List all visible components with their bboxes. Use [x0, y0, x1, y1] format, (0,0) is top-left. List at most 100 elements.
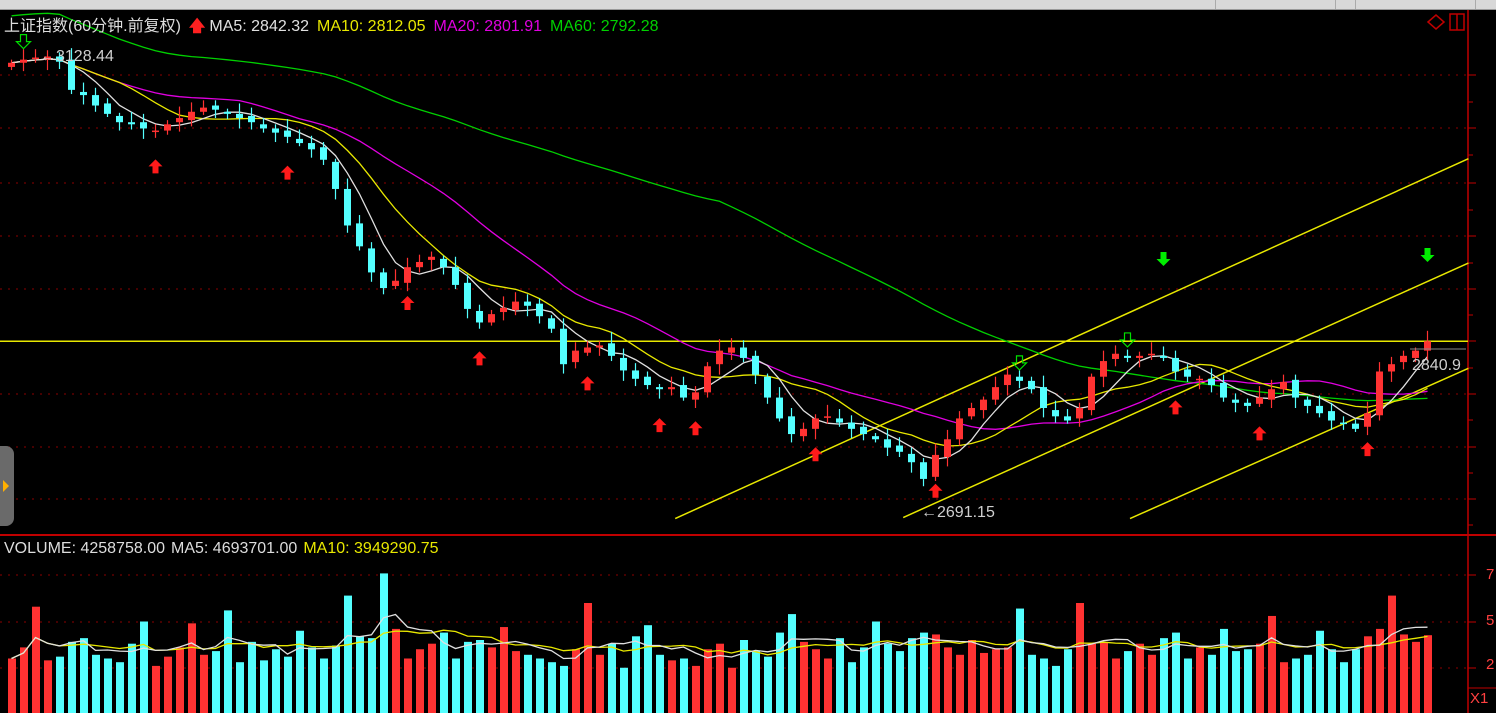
candle-body	[320, 147, 327, 160]
candle-body	[1232, 399, 1239, 403]
candle-body	[1172, 357, 1179, 372]
toolbar-segment	[1215, 0, 1216, 9]
candle-body	[1400, 355, 1407, 363]
volume-bar	[152, 665, 160, 713]
volume-bar	[656, 654, 664, 713]
volume-bar	[1340, 662, 1348, 713]
last-price-label: 2840.9	[1412, 357, 1461, 374]
buy-signal-arrow-icon	[928, 483, 943, 498]
volume-bar	[968, 640, 976, 713]
volume-bar	[932, 634, 940, 713]
volume-bar	[1424, 635, 1432, 713]
volume-bar	[1412, 641, 1420, 713]
candle-body	[200, 107, 207, 112]
expand-panel-tab[interactable]	[0, 446, 14, 526]
candle-body	[764, 376, 771, 398]
candle-body	[308, 143, 315, 150]
volume-bar	[764, 656, 772, 713]
candle-body	[392, 280, 399, 286]
hollow-signal-arrow-icon	[15, 34, 32, 50]
toolbar-segment	[1355, 0, 1356, 9]
candle-body	[356, 223, 363, 247]
volume-ma10-value: MA10: 3949290.75	[303, 540, 439, 557]
candle-body	[1424, 341, 1431, 351]
candle-body	[1328, 411, 1335, 421]
candle-body	[1220, 382, 1227, 398]
volume-bar	[284, 656, 292, 713]
volume-bar	[188, 623, 196, 713]
volume-bar	[488, 647, 496, 713]
volume-bar	[1364, 636, 1372, 713]
candle-body	[800, 428, 807, 437]
volume-bar	[536, 658, 544, 713]
volume-bar	[1076, 603, 1084, 713]
candle-body	[1112, 353, 1119, 359]
candle-body	[1244, 402, 1251, 406]
candle-body	[872, 436, 879, 440]
volume-bar	[1208, 654, 1216, 713]
trendline	[674, 158, 1469, 520]
candle-body	[116, 115, 123, 123]
candle-body	[680, 385, 687, 398]
hollow-signal-arrow-icon	[1011, 355, 1028, 371]
candle-body	[236, 113, 243, 119]
candle-body	[776, 397, 783, 419]
candle-body	[1280, 381, 1287, 390]
volume-bar	[524, 654, 532, 713]
candle-body	[1412, 350, 1419, 358]
volume-bar	[860, 647, 868, 713]
volume-bar	[212, 651, 220, 713]
candle-body	[704, 366, 711, 393]
volume-bar	[344, 595, 352, 713]
volume-bar	[1064, 649, 1072, 713]
candle-body	[1064, 416, 1071, 421]
candle-body	[836, 418, 843, 423]
red-up-arrow-icon: 🡅	[188, 18, 206, 35]
volume-bar	[320, 658, 328, 713]
candle-body	[824, 416, 831, 418]
candle-body	[404, 267, 411, 283]
chart-title: 上证指数(60分钟.前复权)	[4, 18, 181, 35]
candle-body	[56, 56, 63, 62]
candle-body	[20, 59, 27, 63]
volume-bar	[1400, 634, 1408, 713]
candle-body	[8, 62, 15, 67]
toolbar-segment	[1475, 0, 1476, 9]
volume-bar	[812, 649, 820, 713]
candle-body	[848, 422, 855, 429]
candle-body	[140, 122, 147, 129]
volume-bar	[140, 621, 148, 713]
candle-body	[1256, 397, 1263, 404]
volume-bar	[68, 641, 76, 713]
volume-bar	[1028, 654, 1036, 713]
volume-bar	[752, 651, 760, 713]
window-top-bar	[0, 0, 1496, 10]
candle-body	[944, 439, 951, 458]
volume-bar	[1304, 654, 1312, 713]
volume-bar	[464, 641, 472, 713]
candle-body	[212, 105, 219, 110]
candle-body	[896, 445, 903, 452]
ma10-value: MA10: 2812.05	[316, 18, 426, 35]
ma10-line	[11, 58, 1428, 447]
candle-body	[32, 57, 39, 60]
volume-bar	[1136, 643, 1144, 713]
candle-body	[476, 310, 483, 323]
volume-bar	[92, 654, 100, 713]
volume-bar	[1172, 632, 1180, 713]
volume-bar	[632, 636, 640, 713]
volume-bar	[704, 649, 712, 713]
toolbar-segment	[1335, 0, 1336, 9]
candle-body	[92, 95, 99, 106]
volume-bar	[848, 662, 856, 713]
volume-bar	[392, 628, 400, 713]
candle-body	[440, 258, 447, 268]
candle-body	[1208, 378, 1215, 386]
candle-body	[188, 111, 195, 121]
candle-body	[584, 347, 591, 353]
candle-body	[608, 343, 615, 356]
ma5-line	[11, 58, 1428, 460]
candle-body	[668, 387, 675, 390]
candle-body	[524, 301, 531, 306]
